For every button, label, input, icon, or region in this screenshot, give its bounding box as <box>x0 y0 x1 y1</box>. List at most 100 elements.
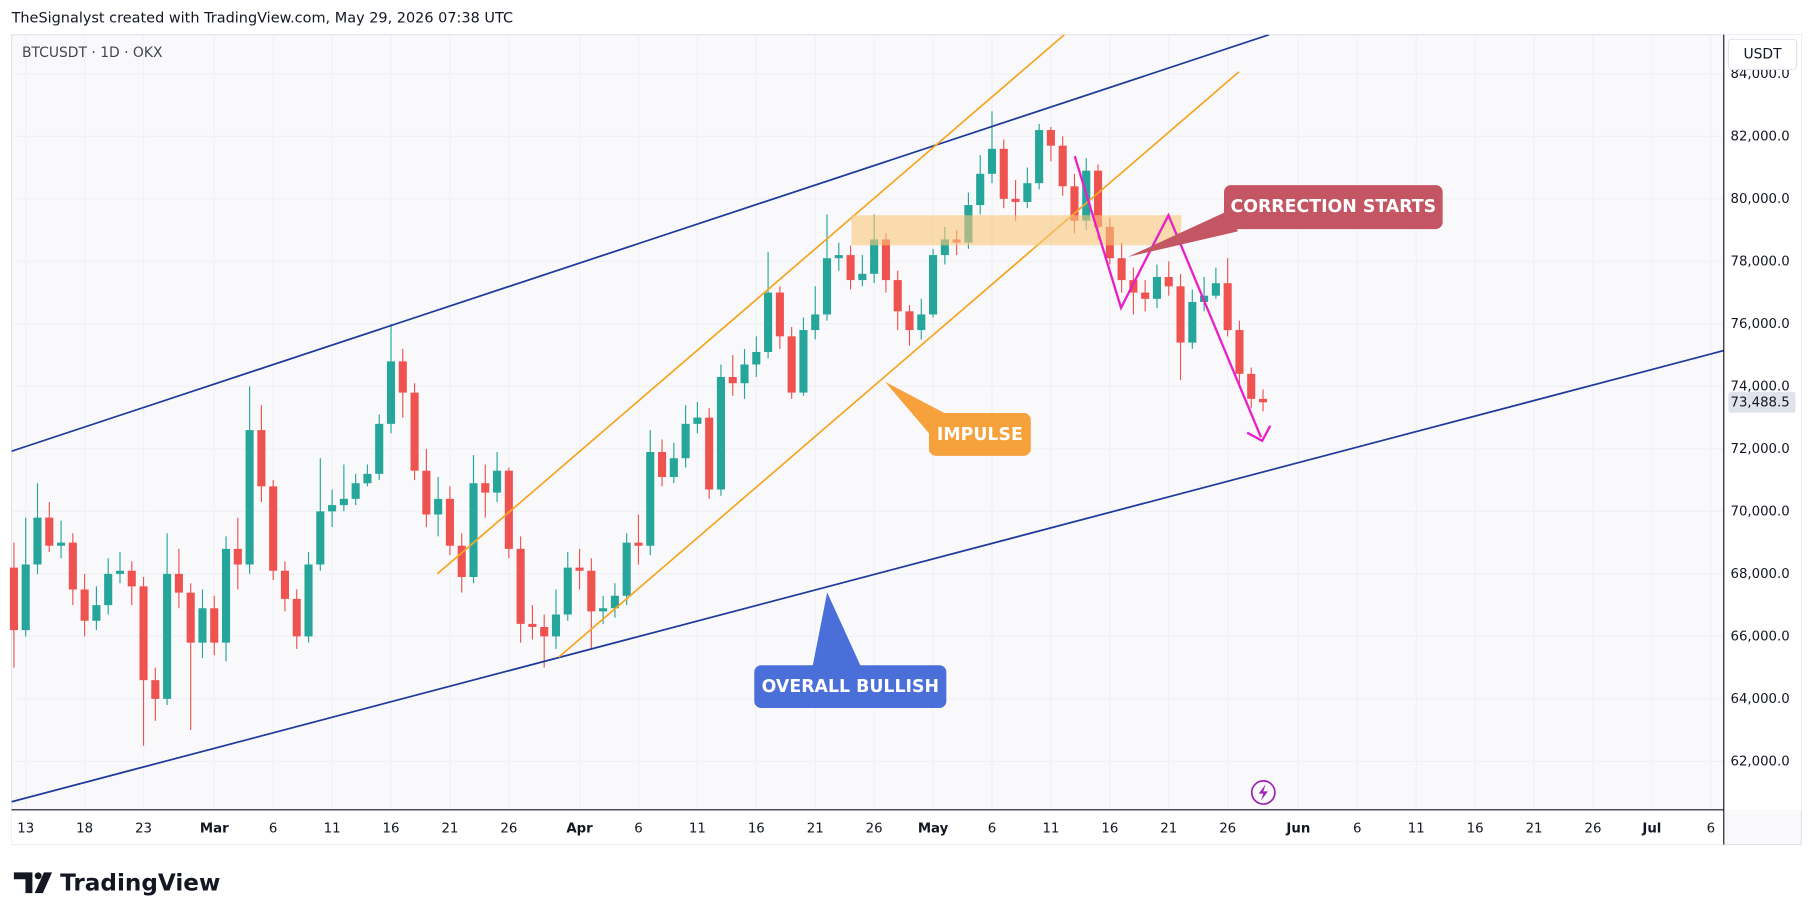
logo-mark <box>34 872 53 894</box>
callout-box <box>928 413 1031 456</box>
candle-body <box>210 608 219 643</box>
last-price-label: 73,488.5 <box>1730 395 1789 410</box>
y-tick-label: 66,000.0 <box>1730 629 1789 644</box>
x-tick-label: 6 <box>1707 821 1715 836</box>
candle-body <box>1152 276 1162 299</box>
candle-body <box>504 470 513 549</box>
candle-body <box>139 586 148 681</box>
candle-body <box>705 417 714 490</box>
candle-body <box>811 314 820 331</box>
candle-body <box>905 311 914 331</box>
y-tick-label: 62,000.0 <box>1730 754 1789 769</box>
candle-body <box>1247 373 1256 399</box>
callout-box <box>754 665 947 709</box>
price-axis <box>1723 34 1802 810</box>
x-tick-label: 6 <box>269 821 277 836</box>
candle-body <box>587 570 596 612</box>
candle-body <box>775 292 784 337</box>
x-tick-label: Mar <box>200 821 229 836</box>
candle-body <box>681 423 690 459</box>
x-tick-label: 16 <box>748 821 765 836</box>
brand-logo: TradingView <box>13 870 220 896</box>
callout-box <box>1223 185 1443 230</box>
x-tick-label: 21 <box>1526 821 1543 836</box>
candle-body <box>693 417 702 424</box>
candle-body <box>445 498 454 546</box>
currency-button[interactable] <box>1727 38 1798 71</box>
candle-body <box>822 258 832 315</box>
candle-body <box>68 542 77 590</box>
candle-body <box>410 392 419 471</box>
callout-text: IMPULSE <box>937 425 1023 445</box>
alert-icon[interactable] <box>1250 780 1276 805</box>
candle-body <box>669 458 678 477</box>
candle-body <box>351 483 360 499</box>
drawings: CORRECTION STARTS IMPULSE OVERALL BULLIS… <box>11 34 1724 803</box>
chart-frame <box>10 34 1802 846</box>
x-tick-label: 16 <box>383 821 400 836</box>
candle-body <box>493 470 502 493</box>
candle-body <box>104 573 113 606</box>
candle-body <box>846 255 855 281</box>
x-tick-label: 11 <box>1408 821 1425 836</box>
impulse-lower <box>558 71 1240 658</box>
candle-body <box>622 542 631 596</box>
x-tick-label: Jul <box>1641 821 1661 836</box>
y-tick-label: 76,000.0 <box>1730 317 1789 332</box>
x-tick-label: 11 <box>324 821 341 836</box>
candle-body <box>375 423 384 474</box>
candle-body <box>304 564 313 637</box>
candle-body <box>186 592 195 643</box>
candle-body <box>1093 170 1103 227</box>
callout-text: CORRECTION STARTS <box>1230 197 1436 217</box>
x-tick-label: 26 <box>500 821 517 836</box>
candle-body <box>1058 145 1067 187</box>
candle-body <box>1117 258 1126 281</box>
candle-body <box>870 239 879 274</box>
candle-body <box>1035 130 1044 184</box>
candle-body <box>740 364 749 384</box>
logo-mark <box>34 872 42 880</box>
candle-body <box>422 470 431 515</box>
y-tick-label: 82,000.0 <box>1730 129 1789 144</box>
candle-body <box>163 573 172 699</box>
candle-body <box>481 483 490 493</box>
candle-body <box>45 517 54 546</box>
candle-body <box>634 542 643 546</box>
candle-body <box>657 451 667 477</box>
candle-body <box>57 542 66 546</box>
candle-body <box>316 511 325 565</box>
candle-body <box>551 614 561 637</box>
candle-body <box>434 498 443 515</box>
candle-body <box>940 239 949 256</box>
x-tick-label: 26 <box>1219 821 1236 836</box>
candle-body <box>1176 286 1185 343</box>
candle-body <box>575 567 584 571</box>
currency-label: USDT <box>1743 46 1782 62</box>
candle-body <box>1211 283 1220 296</box>
attribution: TheSignalyst created with TradingView.co… <box>11 11 514 27</box>
x-tick-label: 16 <box>1467 821 1484 836</box>
y-tick-label: 68,000.0 <box>1730 567 1789 582</box>
y-tick-label: 70,000.0 <box>1730 504 1789 519</box>
candle-body <box>1070 186 1079 221</box>
candle-body <box>280 570 290 599</box>
x-tick-label: Apr <box>566 821 593 836</box>
candle-body <box>987 148 997 174</box>
candle-body <box>540 627 549 637</box>
candle-body <box>787 336 796 393</box>
candle-body <box>80 589 89 621</box>
candle-body <box>528 623 537 628</box>
candle-body <box>799 330 808 393</box>
x-tick-label: 13 <box>17 821 34 836</box>
logo-mark <box>13 872 33 894</box>
candle-body <box>1023 183 1032 202</box>
candle-body <box>999 148 1008 199</box>
y-tick-label: 84,000.0 <box>1730 67 1789 82</box>
x-tick-label: 11 <box>1042 821 1059 836</box>
callout-pointer <box>1127 210 1238 257</box>
candle-body <box>363 473 372 484</box>
x-tick-label: 26 <box>1585 821 1602 836</box>
candle-body <box>1129 280 1138 293</box>
